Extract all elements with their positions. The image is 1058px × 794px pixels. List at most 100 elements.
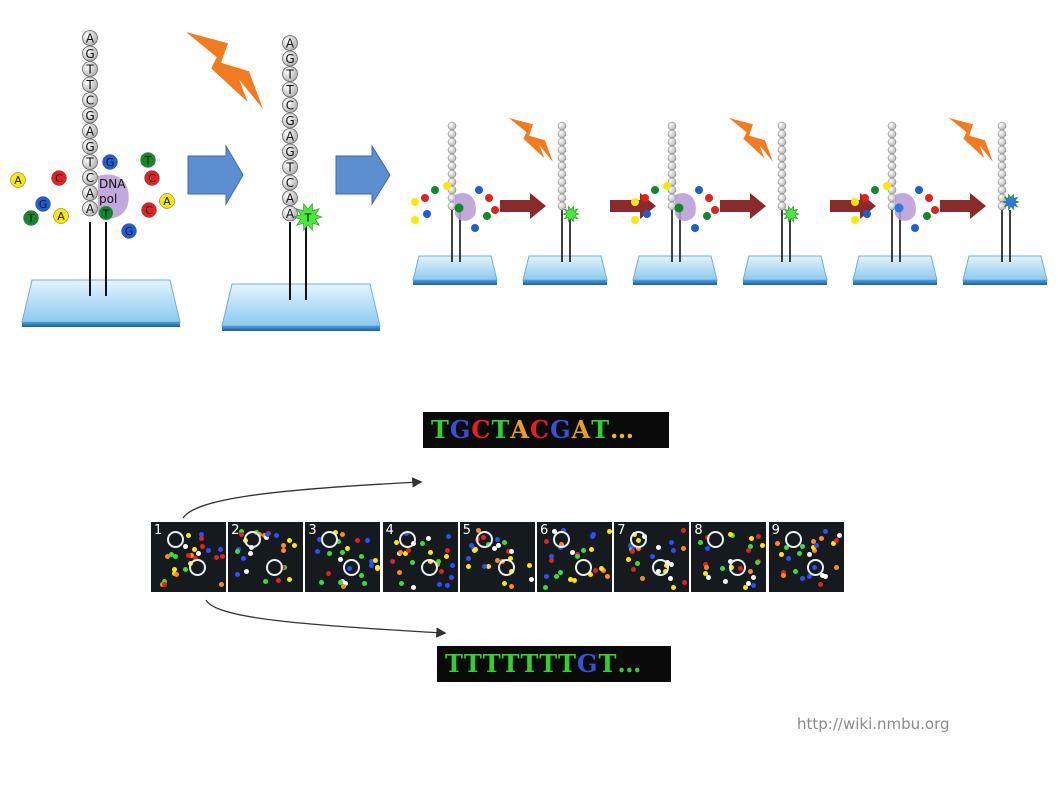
- cluster-spot: [526, 562, 532, 568]
- free-nucleotide-label: C: [148, 172, 156, 185]
- cluster-spot: [281, 543, 287, 549]
- cluster-spot: [822, 529, 828, 535]
- strand-bead: [667, 161, 677, 171]
- read-sequence-bottom: TTTTTTTGT…: [437, 646, 671, 682]
- cluster-spot: [703, 564, 709, 570]
- enzyme-label-line1: DNA: [99, 177, 126, 191]
- cluster-spot: [823, 574, 829, 580]
- slide-step2: [221, 283, 381, 327]
- blue-arrow-1: [187, 144, 244, 206]
- cluster-spot: [169, 552, 175, 558]
- cluster-spot: [396, 570, 402, 576]
- free-nucleotide: [705, 194, 713, 202]
- free-nucleotide: [911, 224, 919, 232]
- read-base: T: [445, 649, 464, 678]
- cluster-spot: [600, 568, 606, 574]
- cluster-spot: [446, 534, 452, 540]
- cluster-spot: [818, 535, 824, 541]
- cluster-spot: [263, 578, 269, 584]
- strand-bead: [82, 45, 98, 62]
- cluster-spot: [830, 540, 836, 546]
- cluster-spot: [450, 563, 456, 569]
- cluster-spot: [587, 572, 593, 578]
- free-nucleotide: [641, 194, 649, 202]
- free-nucleotide-label: T: [27, 212, 35, 225]
- cluster-spot: [287, 576, 293, 582]
- strand-base-label: T: [285, 161, 294, 175]
- cluster-spot: [836, 532, 842, 538]
- cluster-spot: [574, 553, 580, 559]
- strand-bead: [997, 121, 1007, 131]
- free-nucleotide: [421, 194, 429, 202]
- strand-base-label: A: [86, 187, 95, 201]
- cluster-spot: [819, 572, 825, 578]
- imaging-panel: 2: [228, 522, 304, 592]
- strand-bead: [777, 201, 787, 211]
- strand-bead: [557, 177, 567, 187]
- cluster-spot: [445, 582, 451, 588]
- enzyme-label-line2: pol: [99, 192, 117, 206]
- read-base: C: [471, 415, 492, 444]
- strand-bead: [282, 66, 298, 82]
- cluster-spot: [340, 584, 346, 590]
- cluster-spot: [793, 568, 799, 574]
- slide-step1: [21, 279, 181, 323]
- strand-bead: [82, 200, 98, 217]
- free-nucleotide: [411, 198, 419, 206]
- cluster-spot: [495, 542, 501, 548]
- read-base: A: [571, 415, 592, 444]
- free-nucleotide: [711, 206, 719, 214]
- cluster-spot: [502, 540, 508, 546]
- cluster-spot: [747, 544, 753, 550]
- imaging-panel: 1: [151, 522, 226, 592]
- strand-base-label: T: [85, 63, 94, 77]
- read-base: G: [550, 415, 572, 444]
- cluster-spot: [345, 546, 351, 552]
- cluster-spot: [668, 561, 674, 567]
- cluster-spot: [760, 543, 766, 549]
- cluster-spot: [213, 555, 219, 561]
- strand-bead: [997, 177, 1007, 187]
- cluster-spot: [369, 558, 375, 564]
- strand-base-label: A: [286, 37, 295, 51]
- read-base: A: [510, 415, 530, 444]
- read-base: T: [598, 649, 618, 678]
- free-nucleotide: [159, 193, 175, 209]
- strand-bead: [82, 169, 98, 186]
- cluster-spot: [680, 528, 686, 534]
- cluster-spot: [436, 581, 442, 587]
- cluster-spot: [220, 553, 226, 559]
- read-base: …: [617, 649, 643, 678]
- free-nucleotide-label: C: [55, 172, 63, 185]
- free-nucleotide: [915, 186, 923, 194]
- strand-bead: [667, 137, 677, 147]
- strand-bead: [82, 123, 98, 139]
- strand-bead: [777, 169, 787, 179]
- strand-bead: [282, 35, 298, 51]
- free-nucleotide: [423, 210, 431, 218]
- strand-base-label: C: [86, 94, 94, 108]
- cluster-spot: [234, 571, 240, 577]
- cluster-spot: [410, 560, 416, 566]
- strand-bead: [282, 190, 298, 206]
- cluster-spot: [592, 568, 598, 574]
- free-nucleotide: [851, 216, 859, 224]
- slide-cycle-edge: [633, 280, 717, 285]
- strand-bead: [82, 76, 98, 93]
- fluorescence-signal: [293, 202, 323, 232]
- free-nucleotide: [102, 154, 118, 170]
- strand-bead: [447, 169, 457, 179]
- cluster-spot: [756, 533, 762, 539]
- free-nucleotide: [691, 224, 699, 232]
- cluster-spot: [580, 548, 586, 553]
- strand-bead: [557, 121, 567, 131]
- cluster-spot: [264, 535, 270, 541]
- cluster-spot: [780, 570, 786, 576]
- cluster-spot: [338, 579, 344, 585]
- strand-base-label: A: [86, 202, 95, 216]
- cluster-spot: [218, 546, 224, 552]
- cluster-spot: [670, 585, 676, 591]
- free-nucleotide: [475, 186, 483, 194]
- tracked-cluster-ring: [266, 559, 284, 576]
- free-nucleotide: [863, 210, 871, 218]
